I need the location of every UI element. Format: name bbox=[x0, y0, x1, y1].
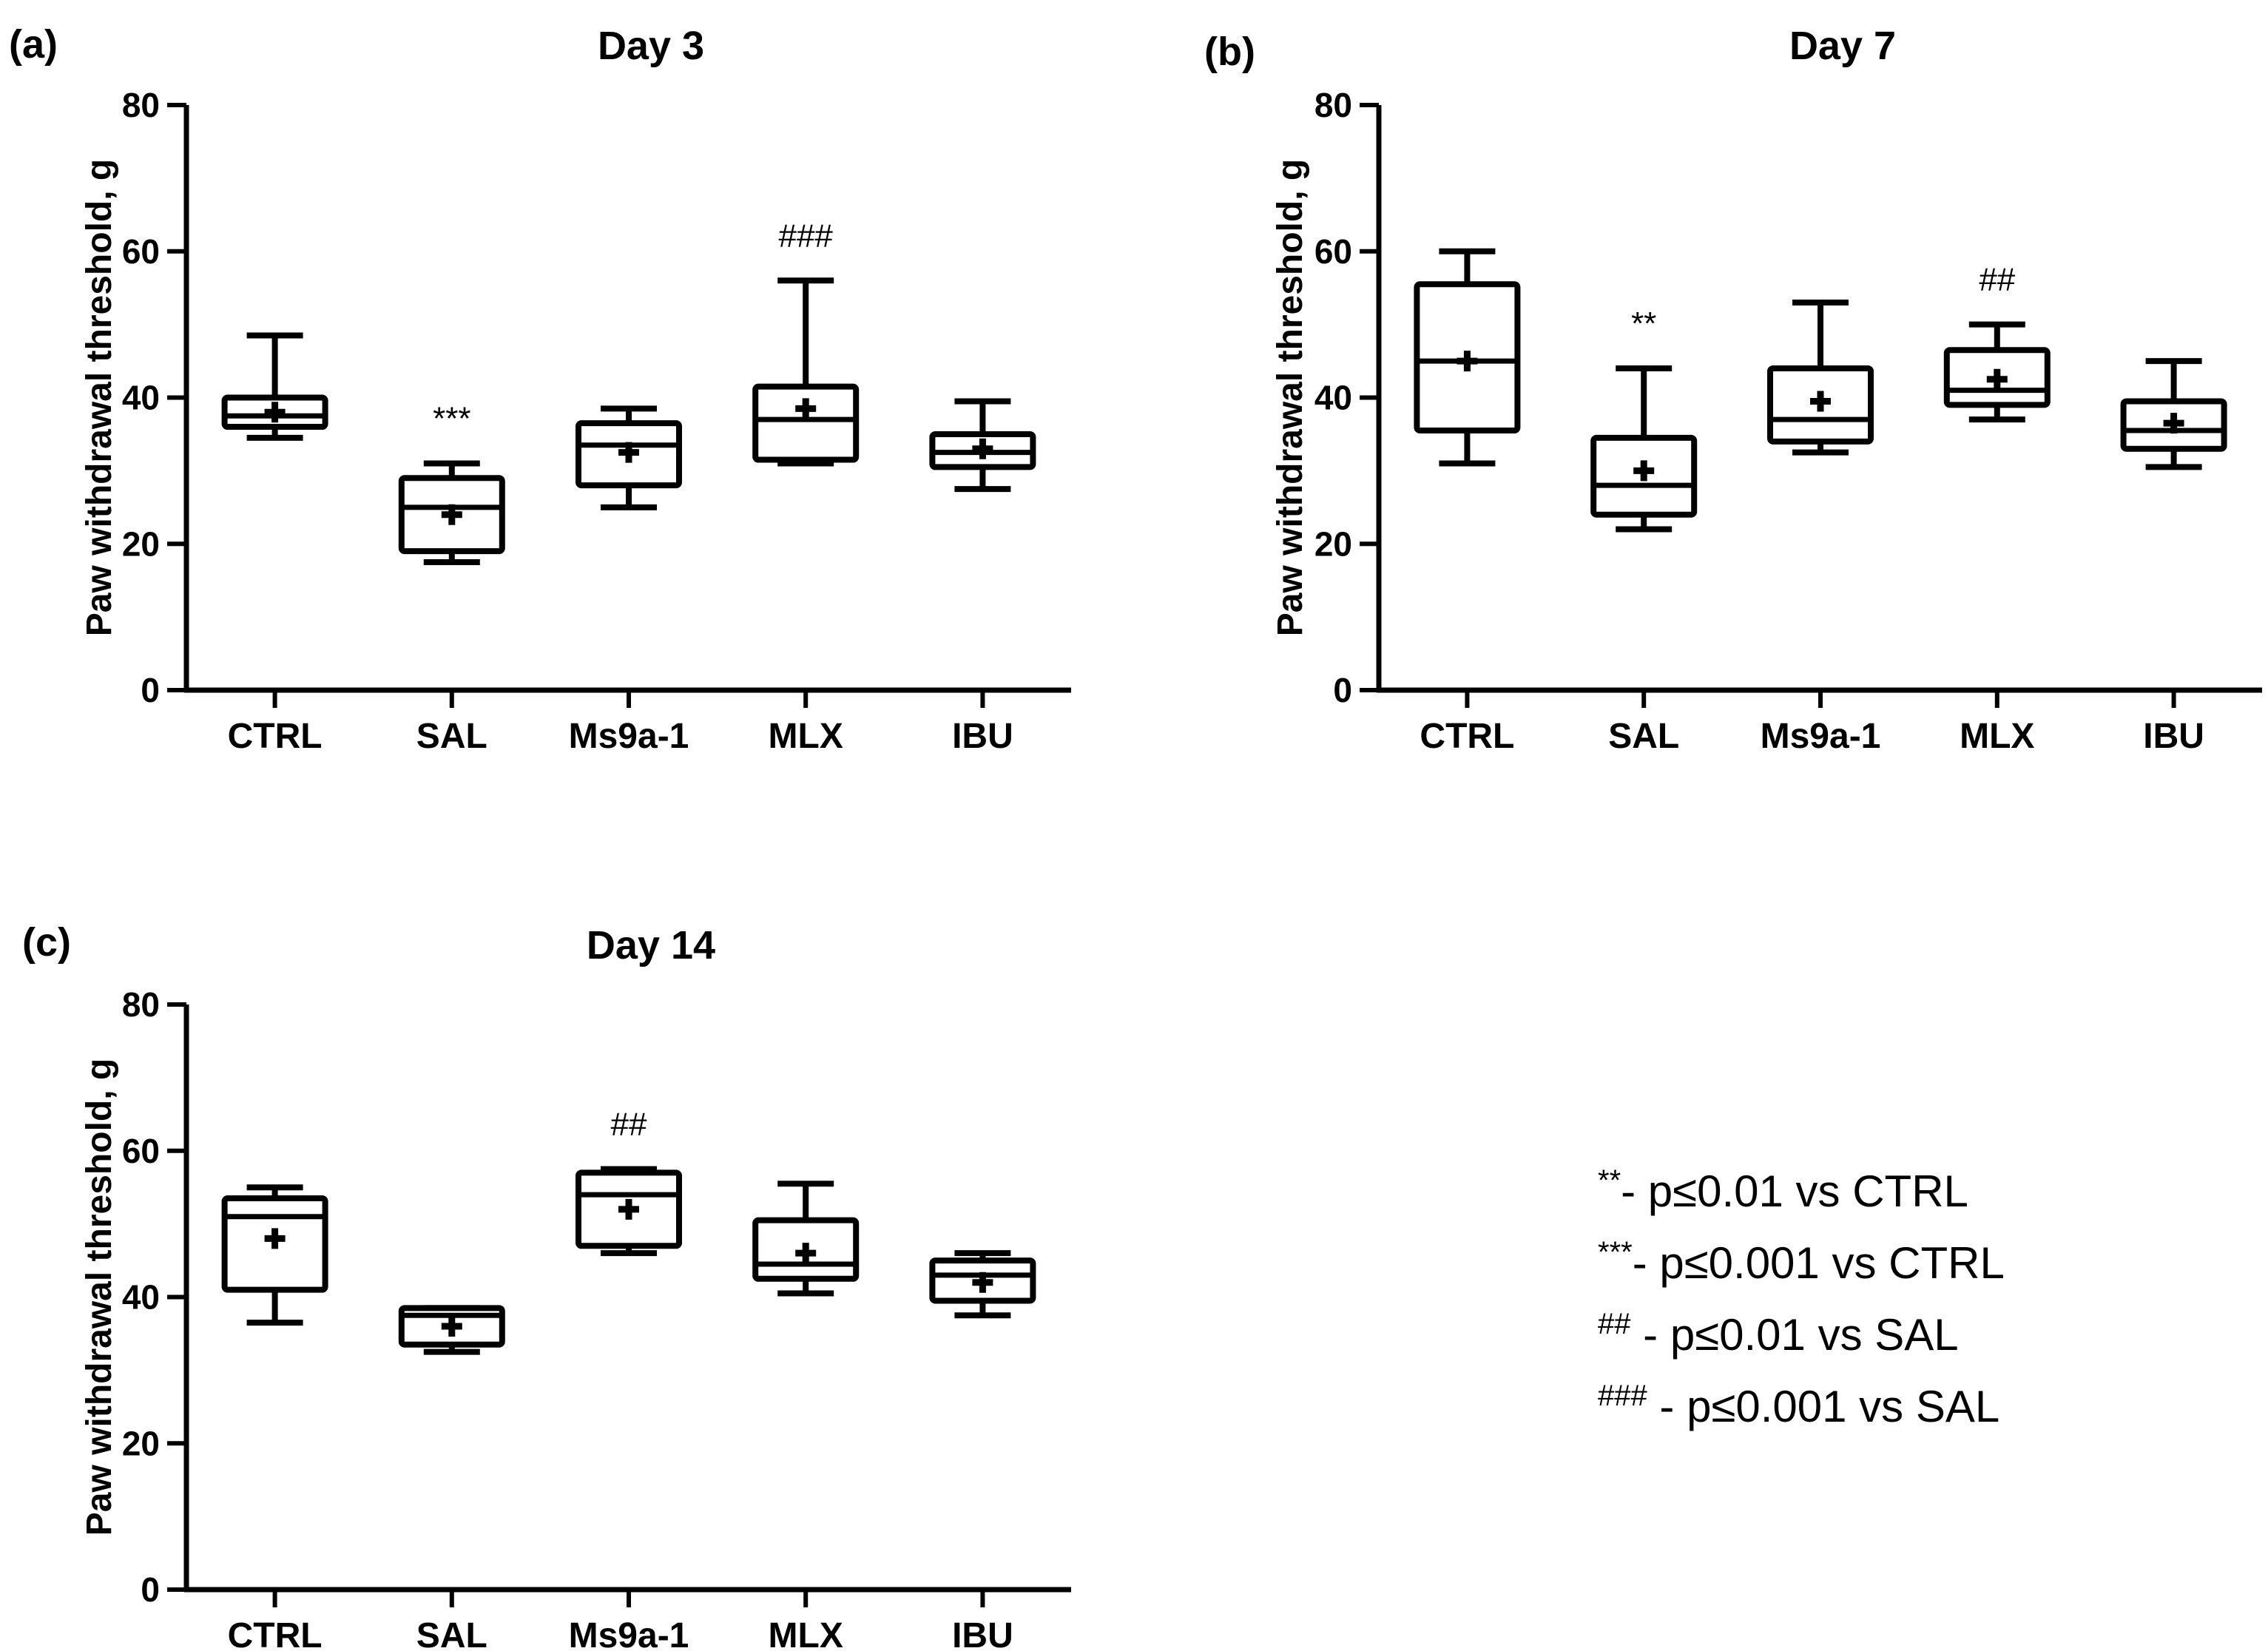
panel-c: 0 20 40 60 80 Day 14 (c) Paw withdrawal thresho… bbox=[22, 920, 1071, 1651]
panel-title: Day 7 bbox=[1789, 24, 1896, 68]
x-tick-label: Ms9a-1 bbox=[1761, 717, 1881, 756]
y-tick-label: 0 bbox=[141, 671, 160, 709]
box-ibu bbox=[929, 1250, 1036, 1319]
significance-marker: ### bbox=[778, 217, 833, 254]
panel-a: 0 20 40 60 80 Day 3 (a) Paw withdrawal threshol… bbox=[9, 22, 1071, 756]
significance-marker: ** bbox=[1631, 305, 1656, 342]
box-ibu bbox=[2120, 358, 2227, 470]
significance-marker: ## bbox=[611, 1106, 647, 1142]
significance-legend: **- p≤0.01 vs CTRL ***- p≤0.001 vs CTRL … bbox=[1598, 1145, 2249, 1432]
significance-marker: ## bbox=[1979, 262, 2015, 298]
box-ctrl bbox=[1414, 248, 1521, 467]
y-axis-label: Paw withdrawal threshold, g bbox=[80, 159, 119, 636]
legend-text: - p≤0.001 vs CTRL bbox=[1632, 1238, 2005, 1288]
y-axis-label: Paw withdrawal threshold, g bbox=[1271, 159, 1310, 636]
legend-entry-3: ## - p≤0.01 vs SAL bbox=[1598, 1289, 2249, 1360]
legend-text: - p≤0.01 vs CTRL bbox=[1621, 1166, 1968, 1216]
x-tick-label: CTRL bbox=[228, 1616, 323, 1651]
box-ibu bbox=[929, 398, 1036, 493]
panel-label: (b) bbox=[1204, 30, 1255, 74]
panel-title: Day 14 bbox=[587, 923, 715, 968]
y-tick-label: 20 bbox=[122, 1424, 160, 1462]
y-tick-label: 80 bbox=[122, 985, 160, 1024]
box-mlx: ### bbox=[752, 217, 860, 467]
y-tick-label: 0 bbox=[141, 1570, 160, 1609]
legend-symbol: ** bbox=[1598, 1164, 1621, 1197]
x-tick-label: Ms9a-1 bbox=[569, 1616, 689, 1651]
x-tick-label: IBU bbox=[952, 1616, 1013, 1651]
box-ctrl bbox=[221, 1184, 328, 1326]
legend-text: - p≤0.001 vs SAL bbox=[1647, 1382, 2000, 1431]
panel-label: (a) bbox=[9, 22, 58, 67]
y-axis-label: Paw withdrawal threshold, g bbox=[80, 1059, 119, 1536]
legend-symbol: ## bbox=[1598, 1308, 1631, 1340]
y-tick-label: 40 bbox=[122, 379, 160, 417]
panel-title: Day 3 bbox=[598, 24, 704, 68]
y-tick-label: 40 bbox=[122, 1278, 160, 1317]
x-tick-label: IBU bbox=[2143, 717, 2204, 756]
panel-b: 0 20 40 60 80 Day 7 (b) Paw withdrawal threshol… bbox=[1204, 24, 2262, 756]
significance-marker: *** bbox=[433, 400, 470, 436]
box-ms9a-1 bbox=[1767, 299, 1874, 456]
y-tick-label: 60 bbox=[1314, 232, 1352, 271]
box-ms9a-1 bbox=[576, 405, 682, 510]
y-tick-label: 60 bbox=[122, 232, 160, 271]
y-tick-label: 40 bbox=[1314, 379, 1352, 417]
box-ctrl bbox=[221, 332, 328, 441]
y-tick-label: 80 bbox=[122, 86, 160, 124]
legend-entry-1: **- p≤0.01 vs CTRL bbox=[1598, 1145, 2249, 1217]
panel-label: (c) bbox=[22, 920, 71, 965]
box-sal: ** bbox=[1590, 305, 1698, 533]
legend-entry-2: ***- p≤0.001 vs CTRL bbox=[1598, 1217, 2249, 1289]
x-tick-label: MLX bbox=[1960, 717, 2034, 756]
y-tick-label: 60 bbox=[122, 1132, 160, 1170]
x-tick-label: SAL bbox=[1608, 717, 1679, 756]
x-tick-label: Ms9a-1 bbox=[569, 717, 689, 756]
y-tick-label: 0 bbox=[1333, 671, 1352, 709]
legend-entry-4: ### - p≤0.001 vs SAL bbox=[1598, 1360, 2249, 1432]
x-tick-label: MLX bbox=[769, 1616, 843, 1651]
y-tick-label: 20 bbox=[1314, 524, 1352, 563]
x-tick-label: CTRL bbox=[1420, 717, 1514, 756]
legend-symbol: ### bbox=[1598, 1380, 1647, 1412]
y-tick-label: 20 bbox=[122, 524, 160, 563]
x-tick-label: CTRL bbox=[228, 717, 323, 756]
legend-text: - p≤0.01 vs SAL bbox=[1630, 1310, 1959, 1360]
box-mlx: ## bbox=[1943, 262, 2051, 423]
y-tick-label: 80 bbox=[1314, 86, 1352, 124]
box-sal: *** bbox=[398, 400, 505, 565]
x-tick-label: IBU bbox=[952, 717, 1013, 756]
box-sal bbox=[398, 1305, 505, 1355]
box-ms9a-1: ## bbox=[576, 1106, 682, 1257]
x-tick-label: SAL bbox=[416, 717, 487, 756]
x-tick-label: SAL bbox=[416, 1616, 487, 1651]
x-tick-label: MLX bbox=[769, 717, 843, 756]
iqr-box bbox=[752, 383, 860, 463]
box-mlx bbox=[752, 1181, 860, 1297]
legend-symbol: *** bbox=[1598, 1236, 1633, 1269]
